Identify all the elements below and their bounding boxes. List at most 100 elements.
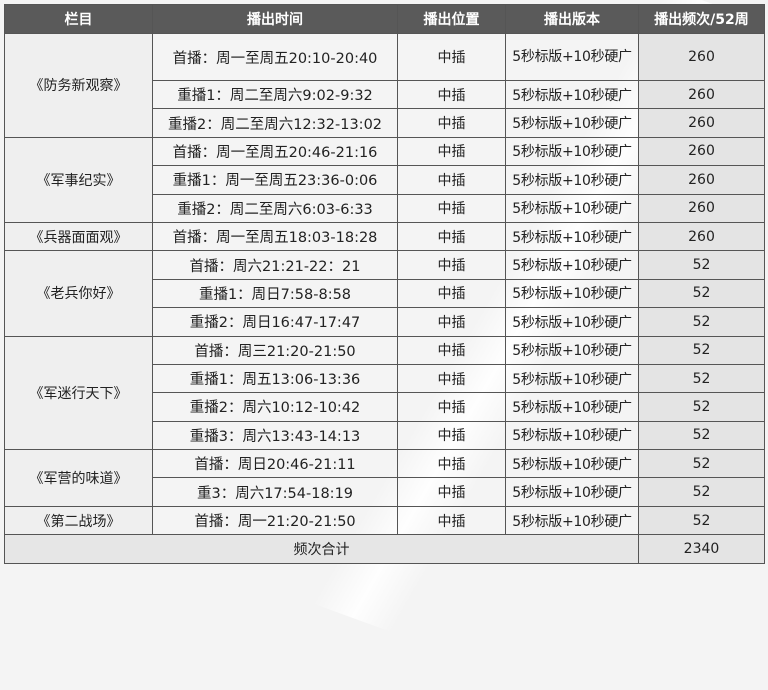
broadcast-position: 中插 xyxy=(397,505,506,536)
broadcast-frequency: 52 xyxy=(638,335,765,365)
table-row: 《老兵你好》 首播：周六21:21-22：21 中插 5秒标版+10秒硬广 52 xyxy=(4,250,765,337)
broadcast-time: 首播：周三21:20-21:50 xyxy=(152,335,398,365)
broadcast-time: 重播1：周二至周六9:02-9:32 xyxy=(152,79,398,110)
broadcast-position: 中插 xyxy=(397,477,506,507)
broadcast-position: 中插 xyxy=(397,449,506,479)
broadcast-frequency: 52 xyxy=(638,477,765,507)
broadcast-time: 重播3：周六13:43-14:13 xyxy=(152,420,398,451)
broadcast-position: 中插 xyxy=(397,420,506,451)
table-row: 《第二战场》 首播：周一21:20-21:50 中插 5秒标版+10秒硬广 52 xyxy=(4,505,765,536)
broadcast-frequency: 260 xyxy=(638,136,765,167)
broadcast-time: 重播2：周二至周六12:32-13:02 xyxy=(152,108,398,138)
broadcast-frequency: 52 xyxy=(638,420,765,451)
table-row: 重播2：周六10:12-10:42 中插 5秒标版+10秒硬广 52 xyxy=(5,392,765,422)
program-name: 《第二战场》 xyxy=(4,505,153,536)
broadcast-position: 中插 xyxy=(397,335,506,365)
broadcast-frequency: 52 xyxy=(638,363,765,394)
table-row: 《军迷行天下》 首播：周三21:20-21:50 中插 5秒标版+10秒硬广 52 xyxy=(4,335,765,451)
broadcast-version: 5秒标版+10秒硬广 xyxy=(505,108,639,138)
broadcast-version: 5秒标版+10秒硬广 xyxy=(505,363,639,394)
broadcast-frequency: 52 xyxy=(638,307,765,337)
broadcast-version: 5秒标版+10秒硬广 xyxy=(505,221,639,252)
broadcast-time: 首播：周一至周五20:10-20:40 xyxy=(152,33,398,81)
table-row: 重播2：周二至周六6:03-6:33 中插 5秒标版+10秒硬广 260 xyxy=(5,193,765,223)
table-row: 《防务新观察》 首播：周一至周五20:10-20:40 中插 5秒标版+10秒硬广 26… xyxy=(4,33,765,138)
broadcast-time: 重播1：周五13:06-13:36 xyxy=(152,363,398,394)
broadcast-version: 5秒标版+10秒硬广 xyxy=(505,477,639,507)
table-row: 重播2：周二至周六12:32-13:02 中插 5秒标版+10秒硬广 260 xyxy=(5,108,765,138)
broadcast-time: 重播1：周日7:58-8:58 xyxy=(152,278,398,309)
broadcast-time: 重播2：周六10:12-10:42 xyxy=(152,392,398,422)
header-version: 播出版本 xyxy=(505,4,639,34)
broadcast-time: 首播：周一至周五20:46-21:16 xyxy=(152,136,398,167)
broadcast-position: 中插 xyxy=(397,193,506,223)
program-name: 《老兵你好》 xyxy=(4,250,153,337)
broadcast-position: 中插 xyxy=(397,250,506,280)
broadcast-version: 5秒标版+10秒硬广 xyxy=(505,33,639,81)
table-row: 重播1：周日7:58-8:58 中插 5秒标版+10秒硬广 52 xyxy=(5,278,765,309)
header-frequency: 播出频次/52周 xyxy=(638,4,765,34)
broadcast-frequency: 52 xyxy=(638,278,765,309)
table-row: 重播1：周二至周六9:02-9:32 中插 5秒标版+10秒硬广 260 xyxy=(5,79,765,110)
schedule-table: 栏目 播出时间 播出位置 播出版本 播出频次/52周 《防务新观察》 首播：周一至… xyxy=(4,4,765,564)
broadcast-position: 中插 xyxy=(397,79,506,110)
header-time: 播出时间 xyxy=(152,4,398,34)
broadcast-position: 中插 xyxy=(397,363,506,394)
broadcast-version: 5秒标版+10秒硬广 xyxy=(505,307,639,337)
broadcast-version: 5秒标版+10秒硬广 xyxy=(505,505,639,536)
broadcast-position: 中插 xyxy=(397,307,506,337)
broadcast-time: 重播2：周二至周六6:03-6:33 xyxy=(152,193,398,223)
broadcast-time: 重播1：周一至周五23:36-0:06 xyxy=(152,165,398,195)
broadcast-version: 5秒标版+10秒硬广 xyxy=(505,193,639,223)
program-name: 《军事纪实》 xyxy=(4,136,153,223)
broadcast-version: 5秒标版+10秒硬广 xyxy=(505,250,639,280)
table-row: 《军事纪实》 首播：周一至周五20:46-21:16 中插 5秒标版+10秒硬广 260 xyxy=(4,136,765,223)
broadcast-position: 中插 xyxy=(397,392,506,422)
total-value: 2340 xyxy=(638,534,765,564)
broadcast-frequency: 260 xyxy=(638,33,765,81)
broadcast-frequency: 260 xyxy=(638,221,765,252)
broadcast-position: 中插 xyxy=(397,108,506,138)
table-row: 重播1：周一至周五23:36-0:06 中插 5秒标版+10秒硬广 260 xyxy=(5,165,765,195)
broadcast-version: 5秒标版+10秒硬广 xyxy=(505,392,639,422)
broadcast-time: 首播：周一21:20-21:50 xyxy=(152,505,398,536)
broadcast-version: 5秒标版+10秒硬广 xyxy=(505,449,639,479)
program-name: 《军迷行天下》 xyxy=(4,335,153,451)
table-row: 重播1：周五13:06-13:36 中插 5秒标版+10秒硬广 52 xyxy=(5,363,765,394)
broadcast-frequency: 52 xyxy=(638,449,765,479)
broadcast-version: 5秒标版+10秒硬广 xyxy=(505,136,639,167)
header-program: 栏目 xyxy=(4,4,153,34)
total-label: 频次合计 xyxy=(4,534,639,564)
program-name: 《防务新观察》 xyxy=(4,33,153,138)
broadcast-time: 重播2：周日16:47-17:47 xyxy=(152,307,398,337)
broadcast-time: 首播：周日20:46-21:11 xyxy=(152,449,398,479)
broadcast-version: 5秒标版+10秒硬广 xyxy=(505,79,639,110)
table-row: 《军营的味道》 首播：周日20:46-21:11 中插 5秒标版+10秒硬广 52 xyxy=(4,449,765,507)
table-row: 《兵器面面观》 首播：周一至周五18:03-18:28 中插 5秒标版+10秒硬广 26… xyxy=(4,221,765,252)
broadcast-time: 首播：周一至周五18:03-18:28 xyxy=(152,221,398,252)
broadcast-position: 中插 xyxy=(397,136,506,167)
total-row: 频次合计 2340 xyxy=(4,534,765,564)
broadcast-frequency: 260 xyxy=(638,165,765,195)
broadcast-frequency: 52 xyxy=(638,250,765,280)
header-row: 栏目 播出时间 播出位置 播出版本 播出频次/52周 xyxy=(4,4,765,34)
program-name: 《军营的味道》 xyxy=(4,449,153,507)
broadcast-position: 中插 xyxy=(397,165,506,195)
table-row: 重3：周六17:54-18:19 中插 5秒标版+10秒硬广 52 xyxy=(5,477,765,507)
broadcast-version: 5秒标版+10秒硬广 xyxy=(505,335,639,365)
broadcast-frequency: 260 xyxy=(638,193,765,223)
broadcast-time: 重3：周六17:54-18:19 xyxy=(152,477,398,507)
broadcast-position: 中插 xyxy=(397,278,506,309)
broadcast-position: 中插 xyxy=(397,221,506,252)
broadcast-version: 5秒标版+10秒硬广 xyxy=(505,420,639,451)
broadcast-version: 5秒标版+10秒硬广 xyxy=(505,278,639,309)
broadcast-time: 首播：周六21:21-22：21 xyxy=(152,250,398,280)
broadcast-frequency: 52 xyxy=(638,392,765,422)
header-position: 播出位置 xyxy=(397,4,506,34)
broadcast-position: 中插 xyxy=(397,33,506,81)
broadcast-version: 5秒标版+10秒硬广 xyxy=(505,165,639,195)
broadcast-frequency: 260 xyxy=(638,108,765,138)
program-name: 《兵器面面观》 xyxy=(4,221,153,252)
broadcast-frequency: 260 xyxy=(638,79,765,110)
broadcast-frequency: 52 xyxy=(638,505,765,536)
